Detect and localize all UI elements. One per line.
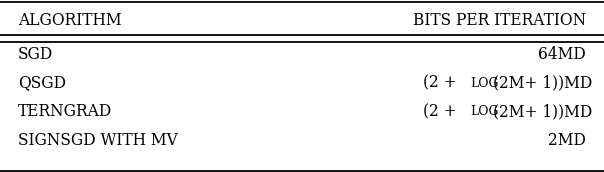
Text: 2MD: 2MD (548, 132, 586, 149)
Text: QSGD: QSGD (18, 75, 66, 92)
Text: (2M+ 1))MD: (2M+ 1))MD (492, 104, 592, 120)
Text: ALGORITHM: ALGORITHM (18, 12, 122, 29)
Text: SGD: SGD (18, 46, 53, 63)
Text: BITS PER ITERATION: BITS PER ITERATION (413, 12, 586, 29)
Text: (2M+ 1))MD: (2M+ 1))MD (492, 75, 592, 92)
Text: 64MD: 64MD (538, 46, 586, 63)
Text: (2 +: (2 + (423, 104, 462, 120)
Text: (2 +: (2 + (423, 75, 462, 92)
Text: LOG: LOG (470, 77, 499, 90)
Text: LOG: LOG (470, 105, 499, 119)
Text: TERNGRAD: TERNGRAD (18, 104, 112, 120)
Text: SIGNSGD WITH MV: SIGNSGD WITH MV (18, 132, 178, 149)
